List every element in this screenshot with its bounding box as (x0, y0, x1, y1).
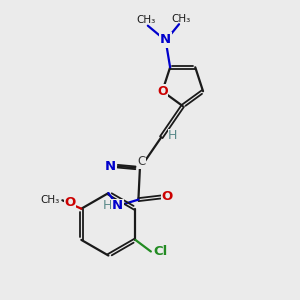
Text: O: O (157, 85, 168, 98)
Text: CH₃: CH₃ (137, 15, 156, 25)
Text: CH₃: CH₃ (41, 195, 60, 205)
Text: Cl: Cl (154, 245, 168, 258)
Text: N: N (112, 200, 123, 212)
Text: CH₃: CH₃ (171, 14, 190, 24)
Text: H: H (103, 200, 112, 212)
Text: O: O (64, 196, 76, 209)
Text: O: O (162, 190, 173, 203)
Text: H: H (168, 129, 177, 142)
Text: N: N (160, 34, 171, 46)
Text: N: N (105, 160, 116, 173)
Text: C: C (137, 155, 146, 168)
